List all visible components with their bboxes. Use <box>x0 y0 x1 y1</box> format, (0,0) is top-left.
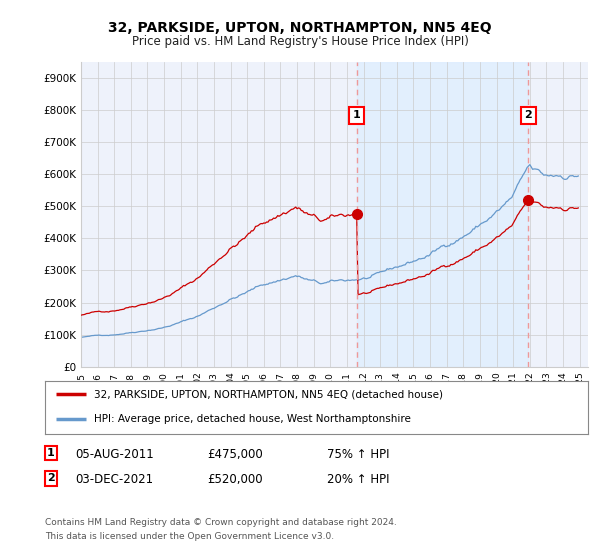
Text: 05-AUG-2011: 05-AUG-2011 <box>75 448 154 461</box>
Text: 2: 2 <box>47 473 55 483</box>
Text: 32, PARKSIDE, UPTON, NORTHAMPTON, NN5 4EQ: 32, PARKSIDE, UPTON, NORTHAMPTON, NN5 4E… <box>108 21 492 35</box>
Text: 03-DEC-2021: 03-DEC-2021 <box>75 473 153 486</box>
Text: Contains HM Land Registry data © Crown copyright and database right 2024.: Contains HM Land Registry data © Crown c… <box>45 518 397 527</box>
Text: 1: 1 <box>47 448 55 458</box>
Text: 1: 1 <box>353 110 361 120</box>
Text: 75% ↑ HPI: 75% ↑ HPI <box>327 448 389 461</box>
Bar <box>356 62 529 367</box>
Text: £475,000: £475,000 <box>207 448 263 461</box>
Text: 20% ↑ HPI: 20% ↑ HPI <box>327 473 389 486</box>
Text: HPI: Average price, detached house, West Northamptonshire: HPI: Average price, detached house, West… <box>94 414 411 424</box>
Text: £520,000: £520,000 <box>207 473 263 486</box>
Text: Price paid vs. HM Land Registry's House Price Index (HPI): Price paid vs. HM Land Registry's House … <box>131 35 469 48</box>
Text: 32, PARKSIDE, UPTON, NORTHAMPTON, NN5 4EQ (detached house): 32, PARKSIDE, UPTON, NORTHAMPTON, NN5 4E… <box>94 389 443 399</box>
Text: 2: 2 <box>524 110 532 120</box>
Text: This data is licensed under the Open Government Licence v3.0.: This data is licensed under the Open Gov… <box>45 532 334 541</box>
